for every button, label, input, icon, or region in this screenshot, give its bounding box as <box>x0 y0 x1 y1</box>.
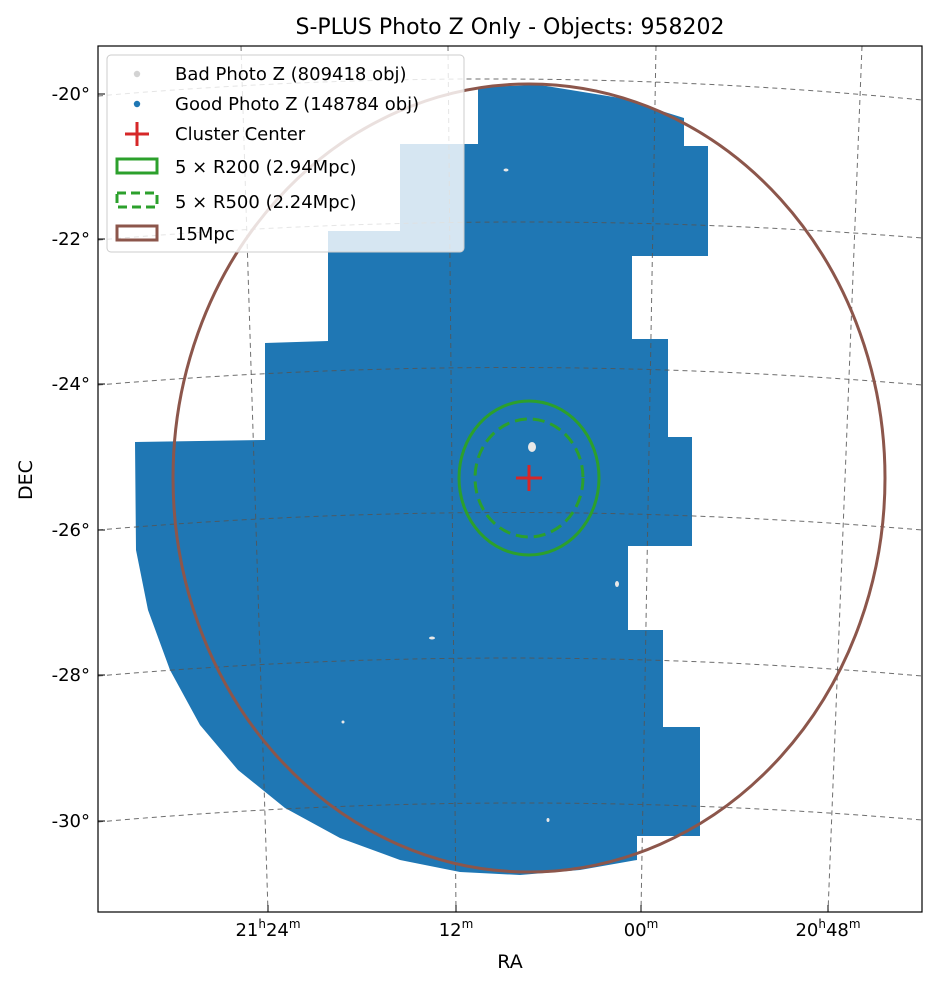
legend-dot-icon <box>133 70 141 78</box>
cluster-center-marker <box>516 465 542 491</box>
circle-5r200 <box>457 399 601 557</box>
ra-gridline <box>827 46 863 912</box>
x-axis-label: RA <box>497 951 522 973</box>
legend-box <box>106 54 465 253</box>
y-axis-label: DEC <box>15 460 37 500</box>
bad-photoz-hole <box>429 636 435 640</box>
legend-label: Good Photo Z (148784 obj) <box>175 94 419 115</box>
x-axis: 21h24m 12m 00m 20h48m RA <box>235 905 861 973</box>
legend-solid-box-icon <box>115 157 159 175</box>
bad-photoz-hole <box>546 818 550 822</box>
circle-15mpc <box>171 82 887 874</box>
bad-photoz-hole <box>615 581 619 587</box>
y-tick-label: -22° <box>52 229 90 250</box>
legend-label: Cluster Center <box>175 124 306 145</box>
axes-frame <box>97 45 923 913</box>
legend-label: 15Mpc <box>175 224 235 245</box>
legend-label: 5 × R500 (2.24Mpc) <box>175 192 357 213</box>
x-tick-label: 20h48m <box>795 917 860 941</box>
bad-photoz-hole <box>528 442 536 452</box>
dec-gridline <box>98 367 922 386</box>
dec-gridline <box>98 802 922 823</box>
legend-label: 5 × R200 (2.94Mpc) <box>175 157 357 178</box>
legend-dot-icon <box>133 100 141 108</box>
bad-photoz-hole <box>341 720 345 724</box>
x-tick-label: 21h24m <box>235 917 300 941</box>
circle-5r500 <box>473 417 585 539</box>
y-tick-label: -26° <box>52 520 90 541</box>
y-tick-label: -28° <box>52 665 90 686</box>
good-photoz-footprint <box>135 85 708 875</box>
y-tick-label: -24° <box>52 374 90 395</box>
legend-label: Bad Photo Z (809418 obj) <box>175 64 407 85</box>
chart-title: S-PLUS Photo Z Only - Objects: 958202 <box>295 15 724 40</box>
dec-gridline <box>98 512 922 531</box>
x-tick-label: 00m <box>624 917 659 941</box>
legend-dashed-box-icon <box>115 191 159 209</box>
x-tick-label: 12m <box>439 917 474 941</box>
y-tick-label: -30° <box>52 811 90 832</box>
y-tick-label: -20° <box>52 84 90 105</box>
bad-photoz-hole <box>503 168 509 172</box>
legend-plus-icon <box>125 122 149 146</box>
legend: Bad Photo Z (809418 obj) Good Photo Z (1… <box>106 54 465 253</box>
ra-gridline <box>640 46 657 912</box>
y-axis: -20° -22° -24° -26° -28° -30° DEC <box>15 84 105 832</box>
legend-solid-box-icon <box>115 224 159 242</box>
